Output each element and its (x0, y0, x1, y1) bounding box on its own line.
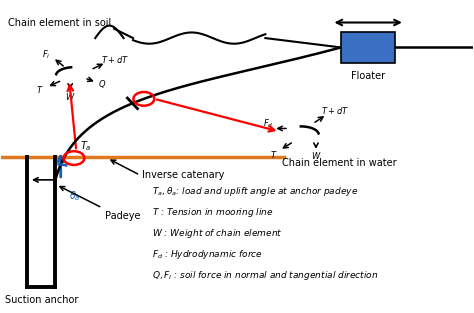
Text: Suction anchor: Suction anchor (5, 295, 79, 305)
Text: $W$ : Weight of chain element: $W$ : Weight of chain element (152, 227, 283, 240)
Text: Floater: Floater (351, 71, 385, 81)
Text: $Q, F_l$ : soil force in normal and tangential direction: $Q, F_l$ : soil force in normal and tang… (152, 269, 378, 282)
Text: $T$: $T$ (36, 84, 44, 95)
Text: Inverse catenary: Inverse catenary (143, 170, 225, 180)
Text: $F_d$: $F_d$ (264, 117, 274, 130)
Text: $T_a, \theta_a$: load and uplift angle at anchor padeye: $T_a, \theta_a$: load and uplift angle a… (152, 185, 358, 198)
Text: $F_l$: $F_l$ (42, 48, 51, 60)
Text: Chain element in water: Chain element in water (282, 158, 397, 168)
Text: $T + dT$: $T + dT$ (101, 54, 130, 65)
Text: $W$: $W$ (310, 150, 321, 162)
Text: $T + dT$: $T + dT$ (320, 105, 349, 116)
Text: $W$: $W$ (65, 91, 75, 102)
Text: Chain element in soil: Chain element in soil (8, 18, 111, 28)
Text: $\theta_a$: $\theta_a$ (69, 189, 81, 203)
Text: $F_d$ : Hydrodynamic force: $F_d$ : Hydrodynamic force (152, 248, 263, 261)
Text: Padeye: Padeye (105, 211, 140, 221)
Text: $Q$: $Q$ (98, 78, 107, 90)
FancyBboxPatch shape (341, 32, 395, 63)
Text: $T_a$: $T_a$ (80, 140, 91, 153)
Text: $T$ : Tension in mooring line: $T$ : Tension in mooring line (152, 206, 273, 219)
Text: $T$: $T$ (270, 148, 277, 160)
